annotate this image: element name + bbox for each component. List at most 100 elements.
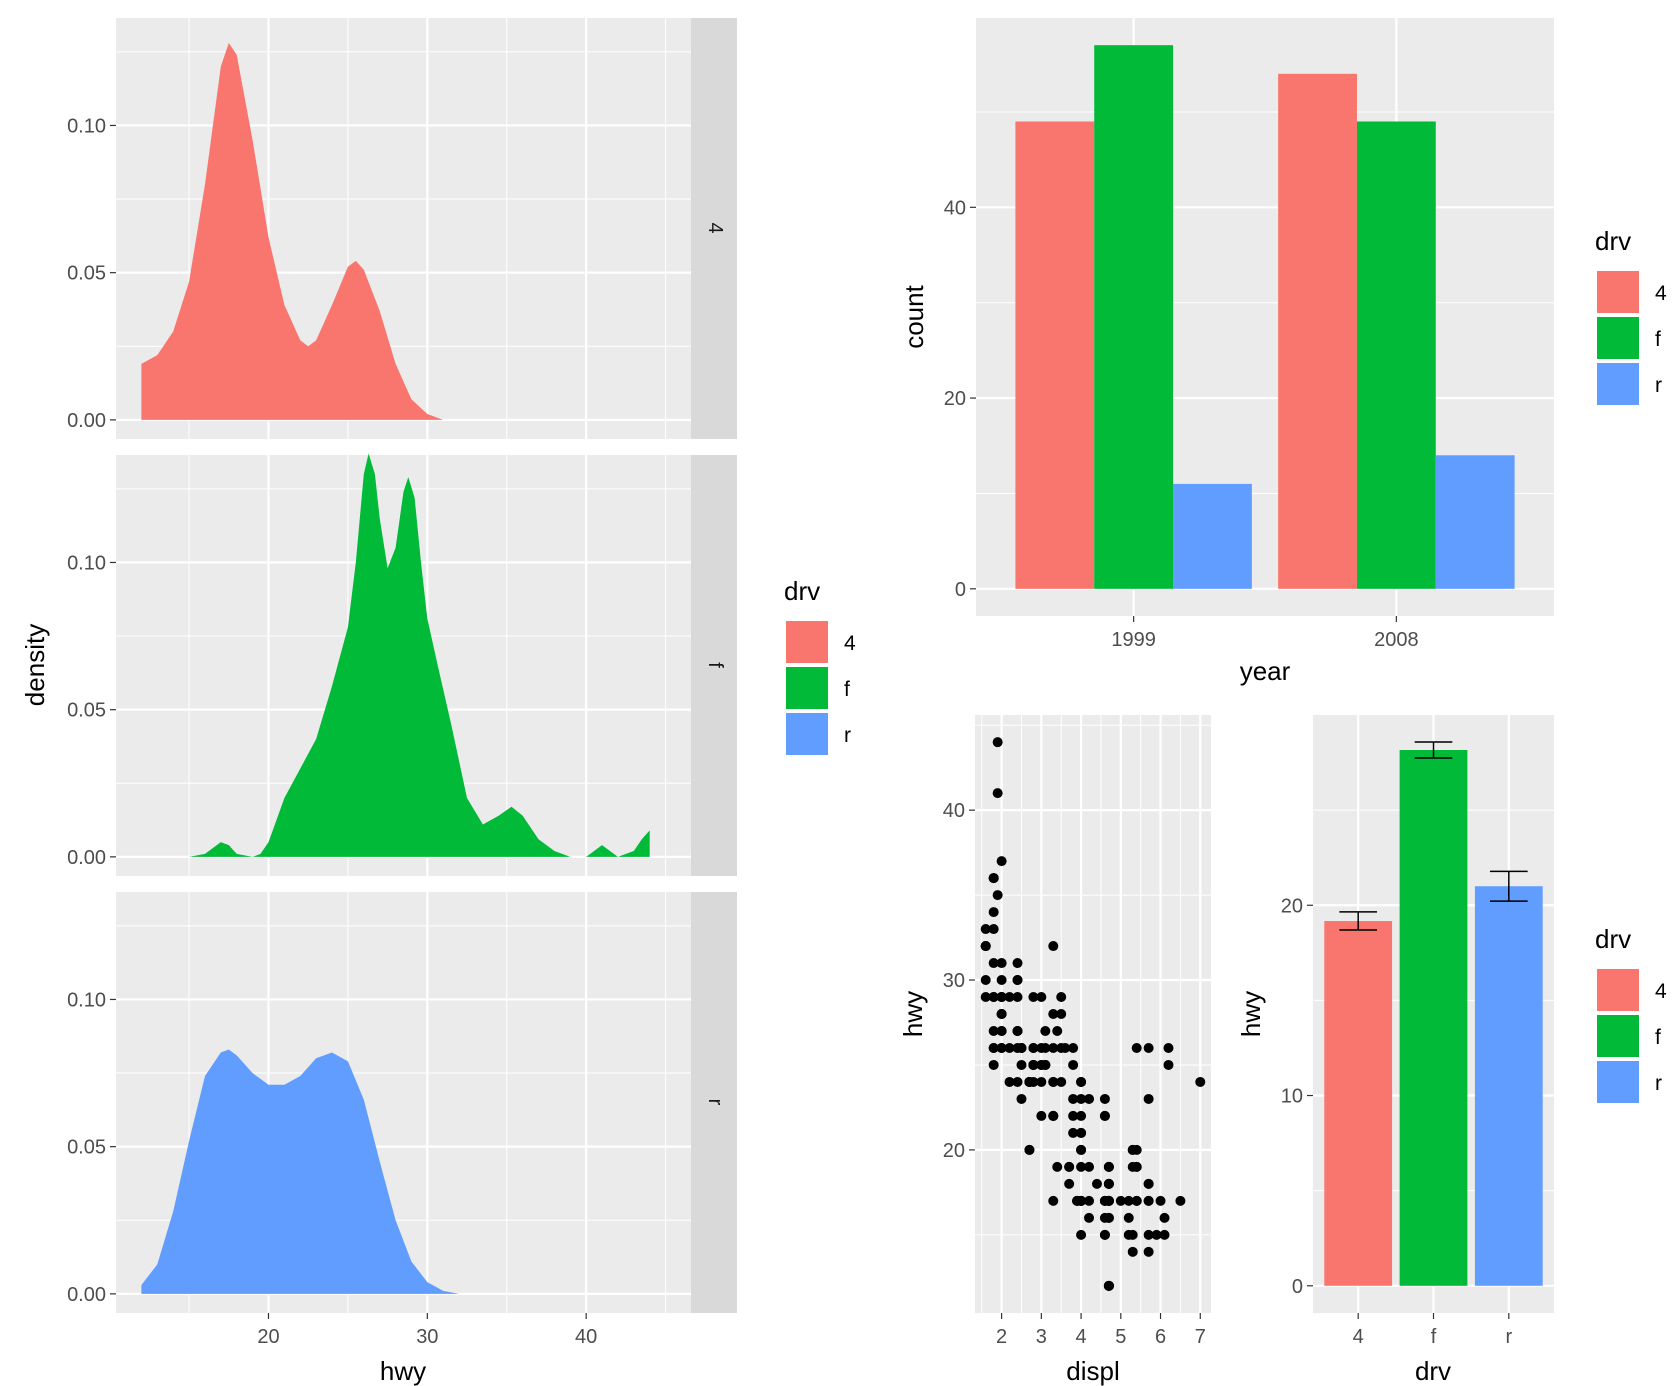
density-facet-r-y-tick-label: 0.05	[67, 1137, 106, 1159]
scatter-point	[1012, 1025, 1023, 1036]
mean-bar-x-tick-label: f	[1431, 1326, 1437, 1348]
year-count-x-tick-label: 1999	[1111, 629, 1156, 651]
scatter-x-tick-label: 6	[1155, 1326, 1166, 1348]
scatter-y-tick-label: 30	[943, 970, 965, 992]
scatter-point	[1052, 1025, 1063, 1036]
scatter-point	[1056, 1042, 1067, 1053]
year-count-bars	[1015, 45, 1515, 589]
scatter-point	[1036, 992, 1047, 1003]
scatter-point	[1084, 1093, 1095, 1104]
mean-bar-y-tick-label: 20	[1281, 895, 1303, 917]
error-bar-4	[1339, 911, 1378, 931]
density-facets-chart: 4 f r 0.000.050.100.000.050.100.000.050.…	[20, 18, 737, 1386]
scatter-point	[1004, 1076, 1015, 1087]
mean-bar-legend-key-4	[1595, 967, 1641, 1013]
scatter-point	[1163, 1059, 1174, 1070]
scatter-point	[1048, 1195, 1059, 1206]
scatter-point	[1143, 1093, 1154, 1104]
density-facet-f-y-tick-label: 0.05	[67, 700, 106, 722]
density-axis-ticks: 0.00 0.05 0.10 0.00 0.05 0.10 0.00 0.05 0.10 20 30…	[67, 115, 597, 1348]
scatter-grid	[975, 715, 1211, 1313]
density-facet-f-y-tick-label: 0.10	[67, 552, 106, 574]
scatter-point	[1159, 1212, 1170, 1223]
mean-bar-legend-key-f	[1595, 1013, 1641, 1059]
scatter-point	[1076, 1093, 1087, 1104]
scatter-x-tick-label: 2	[996, 1326, 1007, 1348]
bar-1999-drv-4	[1015, 121, 1095, 589]
year-count-y-tick-label: 40	[944, 197, 966, 219]
scatter-point	[1143, 1042, 1154, 1053]
error-bar-r	[1489, 870, 1528, 902]
density-legend-label-r: r	[844, 724, 851, 747]
scatter-point	[1024, 1076, 1035, 1087]
scatter-point	[1076, 1229, 1087, 1240]
year-count-legend-key-f	[1595, 315, 1641, 361]
scatter-point	[988, 1059, 999, 1070]
scatter-point	[988, 992, 999, 1003]
scatter-point	[1068, 1093, 1079, 1104]
density-x-tick-label: 40	[575, 1326, 597, 1348]
density-facet-4-y-tick-label: 0.05	[67, 263, 106, 285]
mean-bar-y-tick-label: 0	[1292, 1276, 1303, 1298]
scatter-point	[1099, 1093, 1110, 1104]
scatter-point	[1103, 1178, 1114, 1189]
year-count-y-tick-label: 20	[944, 388, 966, 410]
mean-bar-legend-label-f: f	[1655, 1026, 1661, 1049]
density-legend-key-4	[784, 619, 830, 665]
scatter-point	[996, 856, 1007, 867]
scatter-point	[1052, 1161, 1063, 1172]
scatter-x-tick-label: 4	[1076, 1326, 1087, 1348]
scatter-point	[1068, 1059, 1079, 1070]
scatter-point	[1127, 1246, 1138, 1257]
density-x-tick-label: 20	[257, 1326, 279, 1348]
mean-bar-legend-label-r: r	[1655, 1072, 1662, 1095]
facet-strip-label-4: 4	[704, 222, 726, 233]
scatter-point	[1084, 1161, 1095, 1172]
mean-bar-y-tick-label: 10	[1281, 1086, 1303, 1108]
scatter-point	[1048, 1042, 1059, 1053]
scatter-point	[1143, 1229, 1154, 1240]
year-count-legend-label-4: 4	[1655, 282, 1667, 305]
scatter-point	[992, 737, 1003, 748]
scatter-axis-ticks: 20 30 40 2 3 4 5 6 7	[943, 800, 1206, 1348]
scatter-point	[1068, 1042, 1079, 1053]
scatter-point	[1048, 1110, 1059, 1121]
scatter-point	[1123, 1229, 1134, 1240]
scatter-point	[1143, 1178, 1154, 1189]
scatter-point	[1076, 1144, 1087, 1155]
year-count-legend: drv 4 f r	[1595, 226, 1667, 407]
scatter-y-axis-title: hwy	[898, 991, 928, 1037]
mean-bar-legend-title: drv	[1595, 924, 1631, 954]
scatter-point	[1159, 1229, 1170, 1240]
scatter-point	[988, 924, 999, 935]
scatter-panel	[975, 715, 1211, 1313]
scatter-point	[1103, 1280, 1114, 1291]
scatter-point	[1004, 1042, 1015, 1053]
scatter-point	[1131, 1195, 1142, 1206]
scatter-x-tick-label: 7	[1195, 1326, 1206, 1348]
density-facet-4-y-tick-label: 0.10	[67, 115, 106, 137]
scatter-point	[1028, 992, 1039, 1003]
scatter-point	[1143, 1195, 1154, 1206]
scatter-x-axis-title: displ	[1066, 1356, 1119, 1386]
scatter-point	[1076, 1110, 1087, 1121]
scatter-point	[1012, 958, 1023, 969]
scatter-y-tick-label: 20	[943, 1140, 965, 1162]
scatter-point	[1115, 1195, 1126, 1206]
scatter-point	[1099, 1229, 1110, 1240]
year-count-legend-key-r	[1595, 361, 1641, 407]
mean-bar-x-tick-label: r	[1505, 1326, 1512, 1348]
scatter-point	[1004, 992, 1015, 1003]
scatter-point	[980, 975, 991, 986]
bar-1999-drv-f	[1094, 45, 1174, 589]
facet-strip-label-r: r	[704, 1099, 726, 1106]
scatter-point	[992, 788, 1003, 799]
mean-bar-x-tick-label: 4	[1353, 1326, 1364, 1348]
density-legend-label-f: f	[844, 678, 850, 701]
scatter-point	[1048, 1009, 1059, 1019]
density-facet-f-y-tick-label: 0.00	[67, 847, 106, 869]
scatter-point	[1056, 992, 1067, 1003]
scatter-point	[1175, 1195, 1186, 1206]
scatter-point	[1064, 1178, 1075, 1189]
year-count-legend-title: drv	[1595, 226, 1631, 256]
